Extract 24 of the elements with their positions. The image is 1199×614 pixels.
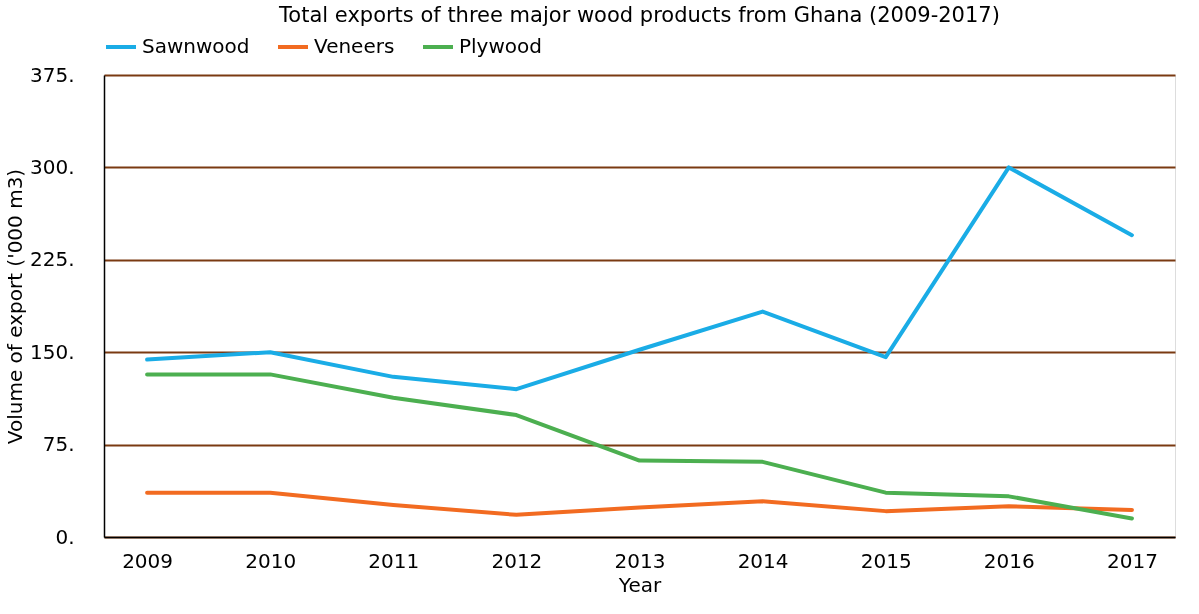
- legend-label: Sawnwood: [142, 34, 250, 58]
- line-series: [145, 490, 1134, 517]
- y-tick-label: 150.: [29, 339, 75, 364]
- x-tick-label: 2012: [491, 548, 543, 573]
- chart-title: Total exports of three major wood products from Ghana (2009-2017): [278, 3, 1000, 27]
- legend-label: Veneers: [314, 34, 395, 58]
- y-tick-label: 375.: [29, 62, 75, 87]
- legend-label: Plywood: [459, 34, 542, 58]
- y-tick-label: 0.: [55, 524, 75, 549]
- x-tick-label: 2010: [245, 548, 297, 573]
- x-tick-label: 2017: [1106, 548, 1158, 573]
- x-tick-label: 2009: [122, 548, 174, 573]
- y-tick-label: 75.: [42, 432, 75, 457]
- line-series: [145, 372, 1134, 521]
- line-series: [145, 165, 1134, 392]
- y-tick-label: 300.: [29, 154, 75, 179]
- y-axis-title: Volume of export ('000 m3): [2, 168, 27, 445]
- x-tick-label: 2013: [614, 548, 666, 573]
- x-axis-title: Year: [617, 572, 662, 597]
- x-tick-label: 2016: [983, 548, 1035, 573]
- x-tick-label: 2014: [737, 548, 789, 573]
- x-tick-label: 2015: [860, 548, 912, 573]
- y-tick-label: 225.: [29, 247, 75, 272]
- x-tick-label: 2011: [368, 548, 420, 573]
